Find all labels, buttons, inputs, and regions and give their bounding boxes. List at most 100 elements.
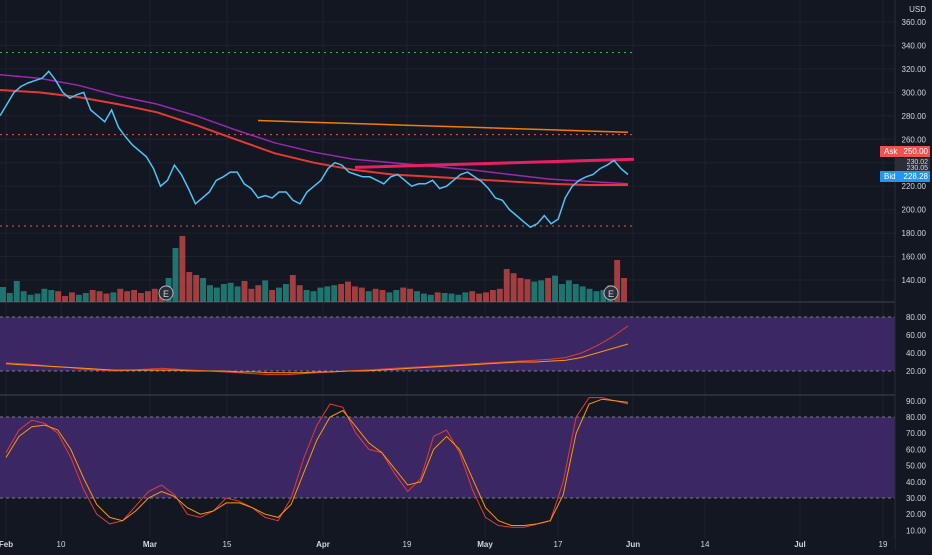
time-tick-label: 15 — [223, 540, 232, 549]
volume-bar — [13, 281, 20, 302]
volume-bar — [234, 286, 241, 302]
time-tick-label: Jul — [794, 540, 806, 549]
time-tick-label: 10 — [57, 540, 66, 549]
volume-bar — [393, 290, 400, 302]
time-labels: Feb 10 Mar 15 Apr 19 May 17 Jun 14 Jul 19 — [0, 540, 888, 549]
price-tick-label: 340.00 — [902, 41, 927, 50]
ma-purple-line — [0, 74, 629, 185]
volume-bar — [213, 287, 220, 302]
time-tick-label: May — [477, 540, 493, 549]
volume-bar — [572, 284, 579, 302]
volume-bar — [372, 288, 379, 302]
volume-bar — [558, 284, 565, 302]
volume-bar — [469, 291, 476, 302]
volume-bar — [531, 281, 538, 302]
stoch-tick-label: 60.00 — [906, 445, 927, 454]
volume-bar — [414, 291, 420, 302]
volume-bar — [220, 284, 227, 302]
stoch-tick-label: 90.00 — [906, 397, 927, 406]
price-tick-label: 300.00 — [902, 88, 927, 97]
volume-bar — [427, 294, 434, 302]
volume-bar — [41, 288, 48, 302]
trend-line — [354, 157, 635, 169]
bid-tag: Bid 228.28 — [880, 171, 930, 182]
price-axis[interactable] — [895, 0, 932, 550]
last-price-2: 230.05 — [907, 165, 929, 172]
moving-averages — [0, 74, 635, 186]
volume-bar — [27, 294, 34, 302]
volume-bar — [379, 290, 386, 302]
volume-bar — [489, 290, 496, 302]
volume-bar — [200, 278, 207, 302]
stoch-tick-label: 80.00 — [906, 413, 927, 422]
volume-bar — [276, 287, 282, 302]
time-tick-label: Feb — [0, 540, 13, 549]
volume-bar — [248, 288, 255, 302]
volume-bar — [448, 293, 455, 302]
volume-bar — [517, 278, 524, 302]
volume-bar — [365, 291, 372, 302]
volume-bar — [241, 281, 248, 302]
last-price-1: 230.02 — [907, 159, 929, 166]
volume-bar — [55, 291, 62, 302]
volume-bar — [538, 280, 545, 302]
price-line — [0, 70, 629, 229]
volume-bar — [400, 287, 407, 302]
volume-bar — [75, 294, 82, 302]
volume-bar — [269, 290, 276, 302]
volume-bar — [62, 296, 69, 302]
volume-bar — [131, 290, 138, 302]
volume-bar — [345, 281, 351, 302]
volume-bar — [0, 287, 6, 302]
volume-bar — [331, 285, 338, 302]
ask-label: Ask — [884, 147, 898, 156]
stoch-tick-label: 10.00 — [906, 526, 927, 535]
stoch-tick-label: 50.00 — [906, 462, 927, 471]
stoch-band — [0, 417, 895, 498]
rsi-tick-label: 20.00 — [906, 367, 927, 376]
time-tick-label: 17 — [554, 540, 563, 549]
volume-bar — [227, 282, 234, 302]
earnings-marker-2[interactable]: E — [603, 285, 619, 301]
earnings-marker-1[interactable]: E — [158, 285, 174, 301]
volume-bar — [324, 286, 331, 302]
volume-bar — [151, 288, 158, 302]
time-tick-label: Mar — [143, 540, 157, 549]
rsi-tick-label: 60.00 — [906, 331, 927, 340]
volume-bar — [621, 278, 627, 302]
volume-bar — [303, 290, 310, 302]
volume-bar — [614, 260, 621, 302]
volume-bar — [565, 280, 572, 302]
dotted-levels — [0, 51, 636, 227]
rsi-line-b — [5, 343, 629, 374]
time-tick-label: 19 — [879, 540, 888, 549]
volume-bar — [69, 292, 75, 302]
volume-bar — [34, 293, 41, 302]
volume-bar — [144, 291, 151, 302]
volume-bar — [420, 293, 427, 302]
stoch-line-d — [5, 398, 629, 526]
volume-bar — [496, 288, 503, 302]
volume-bar — [593, 291, 600, 302]
time-axis[interactable] — [0, 538, 895, 550]
volume-bar — [6, 293, 13, 302]
volume-bar — [103, 293, 110, 302]
volume-bars — [0, 236, 627, 302]
rsi-lines — [5, 325, 629, 376]
bid-price: 228.28 — [904, 172, 929, 181]
volume-bar — [207, 285, 213, 302]
volume-bar — [82, 293, 89, 302]
price-tick-label: 260.00 — [902, 135, 927, 144]
volume-bar — [338, 284, 345, 302]
volume-bar — [441, 293, 448, 302]
stoch-lines — [5, 397, 629, 528]
volume-bar — [358, 287, 365, 302]
volume-bar — [282, 284, 289, 302]
volume-bar — [179, 236, 186, 302]
volume-bar — [434, 292, 441, 302]
time-tick-label: 14 — [701, 540, 710, 549]
volume-bar — [172, 248, 179, 302]
earnings-label: E — [608, 289, 614, 299]
bid-label: Bid — [884, 172, 896, 181]
